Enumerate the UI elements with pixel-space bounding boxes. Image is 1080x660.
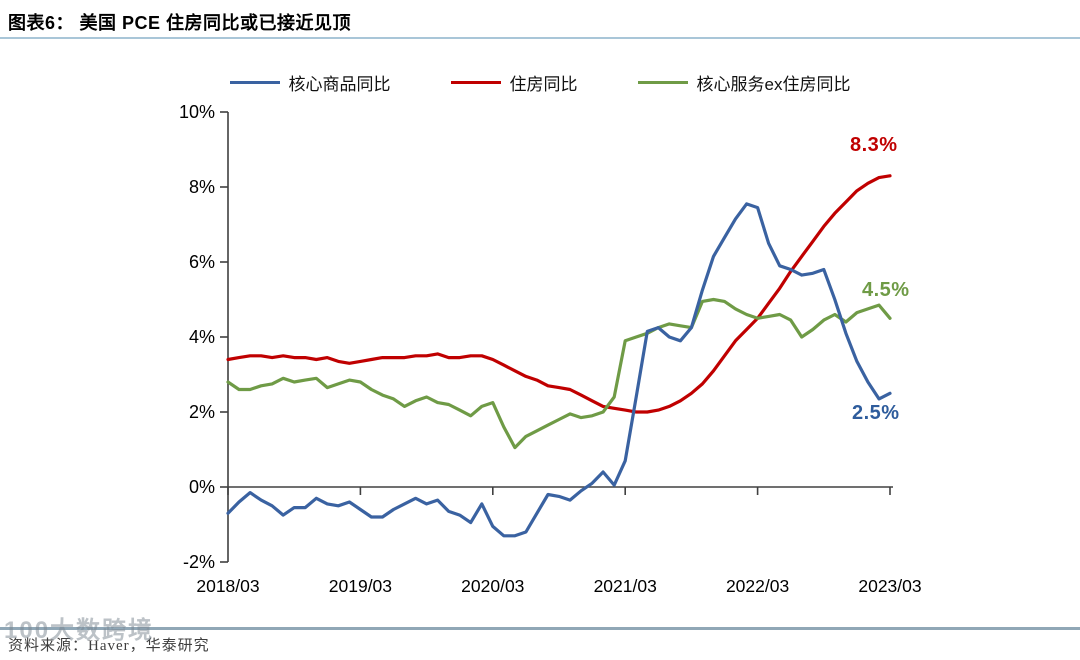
footer-divider: [0, 627, 1080, 630]
figure-title: 图表6： 美国 PCE 住房同比或已接近见顶: [8, 13, 352, 33]
x-tick-label: 2021/03: [594, 576, 657, 596]
legend-swatch-core-goods: [229, 81, 280, 84]
legend-item-housing: 住房同比: [450, 70, 578, 95]
legend-label-housing: 住房同比: [509, 75, 578, 94]
watermark: 100大数跨境: [4, 617, 155, 644]
y-tick-label: 0%: [189, 477, 215, 497]
series-line-core-services-ex-housing: [226, 297, 892, 450]
x-tick-label: 2022/03: [726, 576, 789, 596]
legend-item-core-goods: 核心商品同比: [229, 70, 391, 95]
legend: 核心商品同比 住房同比 核心服务ex住房同比: [0, 70, 1080, 95]
series-line-housing: [226, 174, 892, 414]
annotation-core-goods-end-value: 2.5%: [852, 402, 900, 424]
x-tick-label: 2023/03: [858, 576, 921, 596]
x-tick-label: 2018/03: [196, 576, 259, 596]
legend-item-core-services: 核心服务ex住房同比: [637, 70, 851, 95]
annotation-housing-end-value: 8.3%: [850, 134, 898, 156]
y-tick-label: 4%: [189, 327, 215, 347]
legend-label-core-goods: 核心商品同比: [288, 75, 391, 94]
title-divider: [0, 37, 1080, 39]
source-note: 资料来源：Haver，华泰研究: [8, 638, 210, 654]
y-tick-label: -2%: [183, 552, 215, 572]
legend-swatch-housing: [450, 81, 501, 84]
legend-label-core-services: 核心服务ex住房同比: [696, 75, 851, 94]
x-tick-label: 2020/03: [461, 576, 524, 596]
y-tick-label: 10%: [179, 102, 215, 122]
x-tick-label: 2019/03: [329, 576, 392, 596]
y-tick-label: 2%: [189, 402, 215, 422]
y-tick-label: 6%: [189, 252, 215, 272]
legend-swatch-core-services: [637, 81, 688, 84]
annotation-core-services-end-value: 4.5%: [862, 279, 910, 301]
series-line-core-goods: [226, 202, 892, 538]
y-tick-label: 8%: [189, 177, 215, 197]
